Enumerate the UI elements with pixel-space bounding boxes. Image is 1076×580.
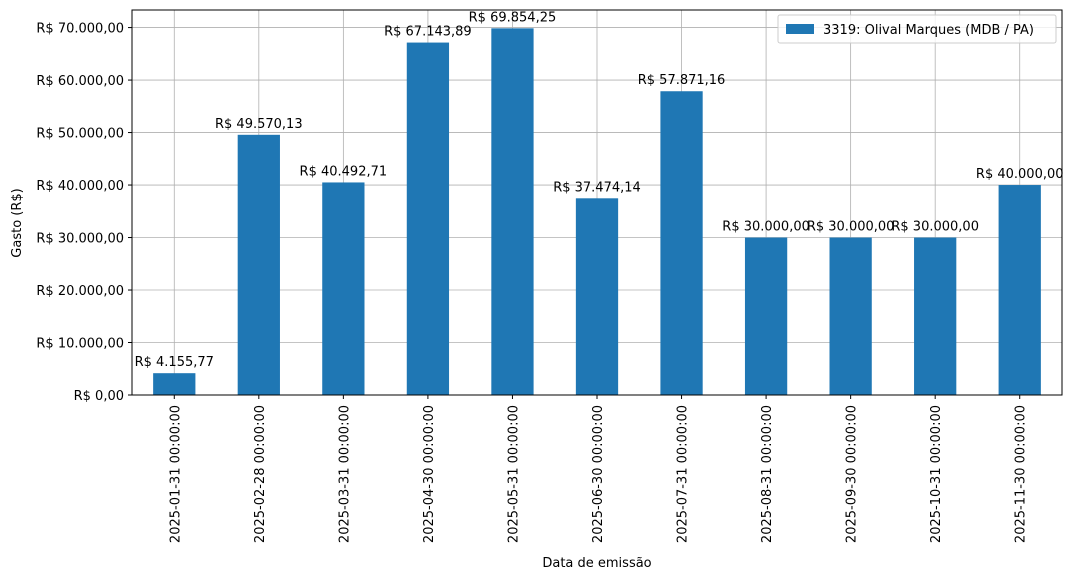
bar-value-label: R$ 69.854,25 (469, 10, 557, 25)
bar (153, 373, 196, 395)
x-axis-title: Data de emissão (542, 556, 651, 571)
x-axis-ticks: 2025-01-31 00:00:00 2025-02-28 00:00:00 20… (168, 395, 1029, 543)
bar (406, 42, 450, 395)
y-tick-label: R$ 30.000,00 (36, 232, 124, 247)
bar (491, 28, 534, 396)
bar-value-label: R$ 40.000,00 (976, 167, 1064, 182)
x-tick-label: 2025-07-31 00:00:00 (676, 405, 691, 543)
bar-value-label: R$ 67.143,89 (384, 25, 472, 40)
bar (829, 237, 872, 395)
x-tick-label: 2025-05-31 00:00:00 (506, 405, 521, 543)
bar-value-label: R$ 57.871,16 (638, 73, 726, 88)
legend-frame (777, 14, 1057, 44)
y-tick-label: R$ 20.000,00 (36, 284, 124, 299)
y-tick-label: R$ 10.000,00 (36, 337, 124, 352)
bar (998, 185, 1041, 395)
x-tick-label: 2025-06-30 00:00:00 (591, 405, 606, 543)
x-tick-label: 2025-04-30 00:00:00 (422, 405, 437, 543)
legend-label: 3319: Olival Marques (MDB / PA) (823, 23, 1034, 38)
y-tick-label: R$ 50.000,00 (36, 127, 124, 142)
y-axis-title: Gasto (R$) (10, 188, 25, 257)
legend: 3319: Olival Marques (MDB / PA) (777, 14, 1057, 44)
bar (322, 182, 365, 395)
bar (914, 237, 957, 395)
bar-value-label: R$ 30.000,00 (722, 220, 810, 235)
y-tick-label: R$ 60.000,00 (36, 74, 124, 89)
x-tick-label: 2025-02-28 00:00:00 (253, 405, 268, 543)
bar-value-label: R$ 40.492,71 (300, 164, 388, 179)
bar-value-label: R$ 37.474,14 (553, 180, 641, 195)
y-tick-label: R$ 0,00 (74, 389, 124, 404)
bar-labels: R$ 4.155,77 R$ 49.570,13 R$ 40.492,71 R$ 67… (135, 10, 1064, 370)
x-tick-label: 2025-11-30 00:00:00 (1014, 405, 1029, 543)
bar-value-label: R$ 30.000,00 (807, 220, 895, 235)
bar (575, 198, 619, 395)
y-tick-label: R$ 40.000,00 (36, 179, 124, 194)
legend-swatch (786, 24, 814, 34)
bar-value-label: R$ 30.000,00 (891, 220, 979, 235)
bar (660, 91, 703, 395)
x-tick-label: 2025-09-30 00:00:00 (845, 405, 860, 543)
bar-value-label: R$ 49.570,13 (215, 117, 303, 132)
bars (153, 28, 1041, 396)
x-tick-label: 2025-03-31 00:00:00 (337, 405, 352, 543)
bar-value-label: R$ 4.155,77 (135, 355, 214, 370)
x-tick-label: 2025-10-31 00:00:00 (929, 405, 944, 543)
y-axis-ticks: R$ 0,00 R$ 10.000,00 R$ 20.000,00 R$ 30.000… (36, 22, 132, 404)
x-tick-label: 2025-08-31 00:00:00 (760, 405, 775, 543)
bar (237, 134, 280, 395)
bar (744, 237, 788, 395)
y-tick-label: R$ 70.000,00 (36, 22, 124, 37)
x-tick-label: 2025-01-31 00:00:00 (168, 405, 183, 543)
